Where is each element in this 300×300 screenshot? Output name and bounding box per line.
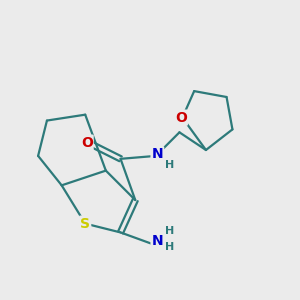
Text: H: H — [164, 226, 174, 236]
Text: O: O — [81, 136, 93, 150]
Text: H: H — [164, 160, 174, 170]
Text: S: S — [80, 217, 90, 231]
Text: O: O — [175, 111, 187, 124]
Text: N: N — [152, 147, 163, 161]
Text: N: N — [152, 234, 163, 248]
Text: H: H — [164, 242, 174, 252]
